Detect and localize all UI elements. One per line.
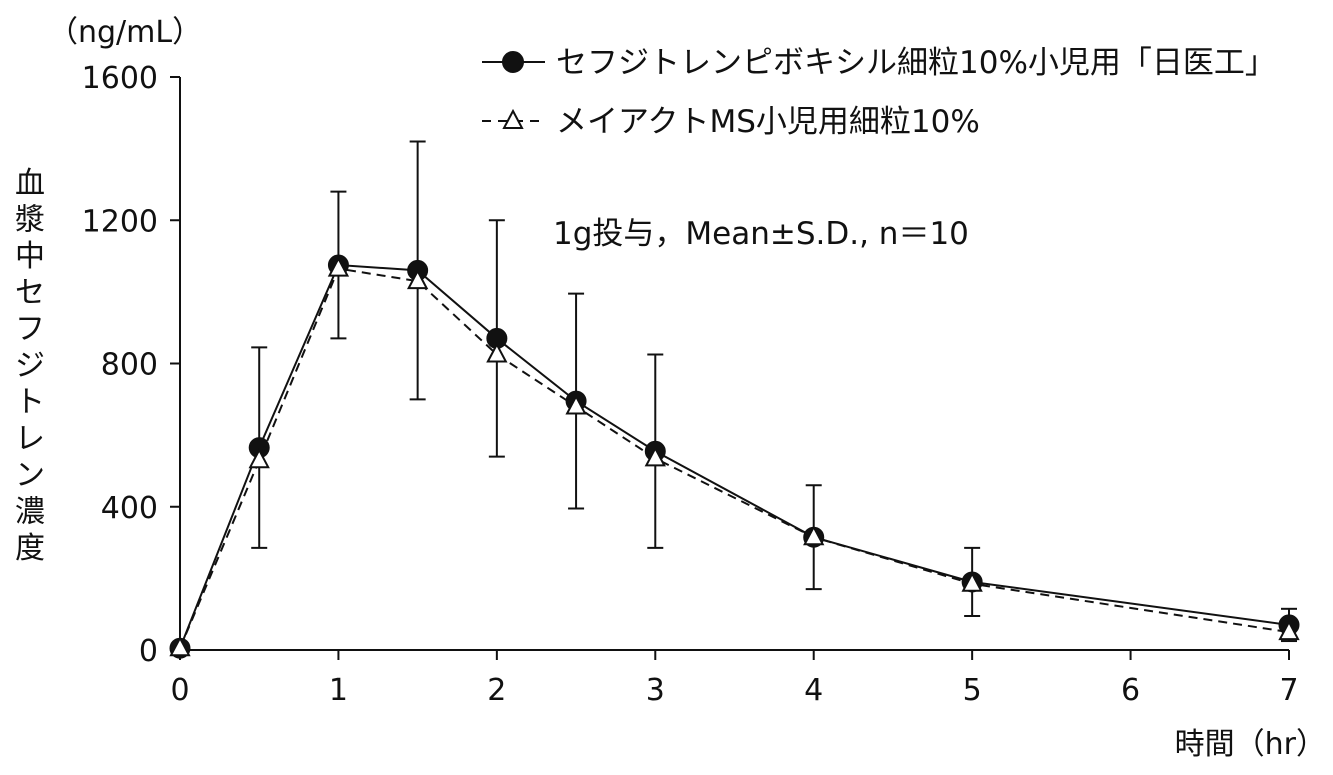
series-layer bbox=[169, 140, 1300, 659]
data-point bbox=[644, 446, 666, 467]
series-line bbox=[179, 267, 1290, 649]
x-tick-label: 2 bbox=[487, 673, 506, 708]
y-axis-label-char: セ bbox=[15, 276, 45, 311]
data-point bbox=[169, 636, 191, 657]
x-tick-label: 7 bbox=[1279, 673, 1298, 708]
legend-marker-series-1 bbox=[502, 51, 524, 73]
x-tick-label: 4 bbox=[804, 673, 823, 708]
y-axis-label-char: 度 bbox=[15, 531, 45, 566]
series-line bbox=[179, 263, 1290, 649]
y-tick-label: 400 bbox=[101, 491, 158, 526]
y-tick-label: 1200 bbox=[82, 204, 158, 239]
data-point bbox=[406, 268, 429, 290]
y-axis-label-char: 中 bbox=[15, 239, 45, 274]
y-axis-label-char: 漿 bbox=[15, 203, 45, 238]
data-point bbox=[327, 256, 350, 277]
x-tick-label: 0 bbox=[170, 673, 189, 708]
y-axis-label-char: ン bbox=[15, 458, 45, 493]
y-axis-label-char: 濃 bbox=[15, 495, 45, 530]
x-tick-label: 5 bbox=[963, 673, 982, 708]
legend-label-series-2: メイアクトMS小児用細粒10% bbox=[556, 104, 980, 140]
y-axis-label-char: 血 bbox=[15, 166, 45, 201]
data-point bbox=[1278, 619, 1300, 641]
y-unit-label: （ng/mL） bbox=[48, 15, 202, 50]
data-point bbox=[248, 448, 270, 469]
axes: 0 400 800 1200 1600 0 1 2 3 4 5 6 7 bbox=[82, 61, 1299, 708]
legend-label-series-1: セフジトレンピボキシル細粒10%小児用「日医工」 bbox=[556, 45, 1276, 81]
data-point bbox=[565, 394, 587, 415]
y-axis-label-char: フ bbox=[15, 312, 45, 347]
y-axis-label-char: ジ bbox=[15, 349, 45, 384]
x-tick-label: 3 bbox=[646, 673, 665, 708]
x-tick-label: 1 bbox=[329, 673, 348, 708]
dosing-annotation: 1g投与，Mean±S.D., n＝10 bbox=[553, 216, 969, 252]
y-tick-label: 0 bbox=[139, 634, 158, 669]
legend-marker-series-2 bbox=[502, 108, 524, 129]
x-tick-label: 6 bbox=[1121, 673, 1140, 708]
data-point bbox=[486, 342, 508, 363]
data-point bbox=[803, 525, 825, 546]
y-axis-label-char: ト bbox=[15, 385, 45, 420]
legend: セフジトレンピボキシル細粒10%小児用「日医工」 メイアクトMS小児用細粒10% bbox=[482, 45, 1276, 140]
data-point bbox=[961, 571, 983, 592]
y-axis-label-char: レ bbox=[15, 422, 45, 457]
x-axis-label: 時間（hr） bbox=[1175, 727, 1326, 762]
series-2 bbox=[169, 256, 1300, 657]
y-tick-label: 1600 bbox=[82, 61, 158, 96]
y-tick-label: 800 bbox=[101, 348, 158, 383]
